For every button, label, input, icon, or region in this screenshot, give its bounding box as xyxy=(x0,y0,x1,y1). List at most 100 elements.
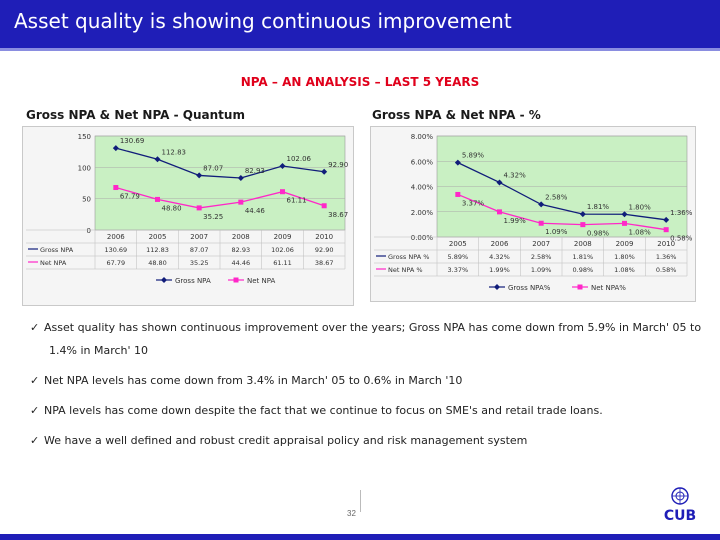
cub-logo: CUB xyxy=(664,487,696,524)
y-tick-label: 8.00% xyxy=(411,133,434,141)
data-point-net xyxy=(580,222,586,228)
legend-label-gross: Gross NPA% xyxy=(508,284,551,292)
table-cell: 112.83 xyxy=(146,246,169,254)
data-label: 67.79 xyxy=(120,193,140,201)
x-tick-label: 2007 xyxy=(190,233,208,241)
data-point-gross xyxy=(112,145,119,152)
table-cell: 35.25 xyxy=(190,259,209,267)
y-tick-label: 2.00% xyxy=(411,209,434,217)
data-label: 130.69 xyxy=(120,137,145,145)
data-point-gross xyxy=(321,168,328,175)
page-title: Asset quality is showing continuous impr… xyxy=(14,9,512,33)
x-tick-label: 2005 xyxy=(449,240,467,248)
data-label: 4.32% xyxy=(504,171,527,179)
data-point-net xyxy=(113,185,119,191)
header-divider xyxy=(0,48,720,51)
table-cell: 4.32% xyxy=(489,253,510,261)
y-tick-label: 50 xyxy=(82,196,91,204)
table-cell: 44.46 xyxy=(232,259,251,267)
table-row-name: Gross NPA % xyxy=(388,253,429,261)
y-tick-label: 0.00% xyxy=(411,234,434,242)
data-label: 1.36% xyxy=(670,209,693,217)
table-cell: 67.79 xyxy=(107,259,126,267)
table-cell: 38.67 xyxy=(315,259,334,267)
legend-label-gross: Gross NPA xyxy=(175,277,211,285)
data-label: 0.98% xyxy=(587,230,610,238)
table-cell: 0.98% xyxy=(573,266,594,274)
data-point-gross xyxy=(154,156,161,163)
x-tick-label: 2010 xyxy=(315,233,333,241)
bullet-4: ✓ We have a well defined and robust credi… xyxy=(30,431,527,451)
bullet-3: ✓ NPA levels has come down despite the fa… xyxy=(30,401,603,421)
data-label: 1.09% xyxy=(545,228,568,236)
data-point-net xyxy=(538,220,544,226)
check-icon: ✓ xyxy=(30,374,40,387)
data-label: 61.11 xyxy=(287,197,307,205)
table-cell: 2.58% xyxy=(531,253,552,261)
bullet-text: Net NPA levels has come down from 3.4% i… xyxy=(44,374,463,387)
x-tick-label: 2008 xyxy=(574,240,592,248)
bullet-1: ✓ Asset quality has shown continuous impr… xyxy=(30,318,701,338)
data-point-net xyxy=(280,189,285,195)
quantum-chart-svg: 0 50 100 150 2006 2005 2007 2008 2009 2010 130.69 1… xyxy=(26,133,348,285)
data-point-net xyxy=(497,209,502,215)
table-row-name: Gross NPA xyxy=(40,246,74,254)
legend-label-net: Net NPA% xyxy=(591,284,626,292)
data-point-gross xyxy=(538,201,545,208)
series-line-gross xyxy=(115,147,325,179)
data-point-gross xyxy=(621,211,628,218)
bullet-text: 1.4% in March' 10 xyxy=(49,344,149,357)
table-cell: 1.09% xyxy=(531,266,552,274)
data-point-net xyxy=(622,220,627,226)
data-label: 82.93 xyxy=(245,167,265,175)
check-icon: ✓ xyxy=(30,321,40,334)
table-row-name: Net NPA % xyxy=(388,266,423,274)
right-chart-title: Gross NPA & Net NPA - % xyxy=(372,108,541,122)
data-label: 1.08% xyxy=(629,228,652,236)
data-point-net xyxy=(321,203,327,209)
data-label: 0.58% xyxy=(670,235,693,243)
x-tick-label: 2010 xyxy=(657,240,675,248)
logo-text: CUB xyxy=(664,508,696,524)
data-label: 1.80% xyxy=(629,203,652,211)
table-cell: 102.06 xyxy=(271,246,294,254)
data-point-gross xyxy=(196,172,203,179)
x-tick-label: 2007 xyxy=(532,240,550,248)
table-cell: 1.99% xyxy=(489,266,510,274)
x-tick-label: 2006 xyxy=(491,240,509,248)
data-point-net xyxy=(155,196,160,202)
x-tick-label: 2009 xyxy=(274,233,292,241)
table-cell: 82.93 xyxy=(232,246,251,254)
data-label: 2.58% xyxy=(545,193,568,201)
x-tick-label: 2008 xyxy=(232,233,250,241)
x-tick-label: 2005 xyxy=(149,233,167,241)
data-label: 92.90 xyxy=(328,161,348,169)
section-subtitle: NPA – AN ANALYSIS – LAST 5 YEARS xyxy=(240,75,480,89)
check-icon: ✓ xyxy=(30,404,40,417)
check-icon: ✓ xyxy=(30,434,40,447)
data-label: 1.81% xyxy=(587,203,610,211)
table-cell: 130.69 xyxy=(104,246,127,254)
page-number: 32 xyxy=(347,509,356,518)
data-point-gross xyxy=(579,211,586,218)
plot-area xyxy=(94,135,346,231)
data-point-gross xyxy=(454,159,461,166)
data-point-gross xyxy=(496,179,503,186)
table-cell: 1.08% xyxy=(614,266,635,274)
series-line-net xyxy=(457,193,667,231)
table-cell: 1.80% xyxy=(614,253,635,261)
data-point-net xyxy=(455,191,461,197)
footer-divider xyxy=(360,490,361,512)
y-tick-label: 100 xyxy=(78,164,91,172)
header-bar: Asset quality is showing continuous impr… xyxy=(0,0,720,48)
data-label: 87.07 xyxy=(203,164,223,172)
data-label: 3.37% xyxy=(462,199,485,207)
data-label: 5.89% xyxy=(462,152,485,160)
legend-label-net: Net NPA xyxy=(247,277,276,285)
data-label: 112.83 xyxy=(162,148,187,156)
legend-marker-net xyxy=(233,277,239,283)
data-point-gross xyxy=(237,175,244,182)
percent-chart-svg: 0.00% 2.00% 4.00% 6.00% 8.00% 2005 2006 2007 200… xyxy=(374,133,693,292)
data-label: 1.99% xyxy=(504,217,527,225)
data-label: 38.67 xyxy=(328,211,348,219)
